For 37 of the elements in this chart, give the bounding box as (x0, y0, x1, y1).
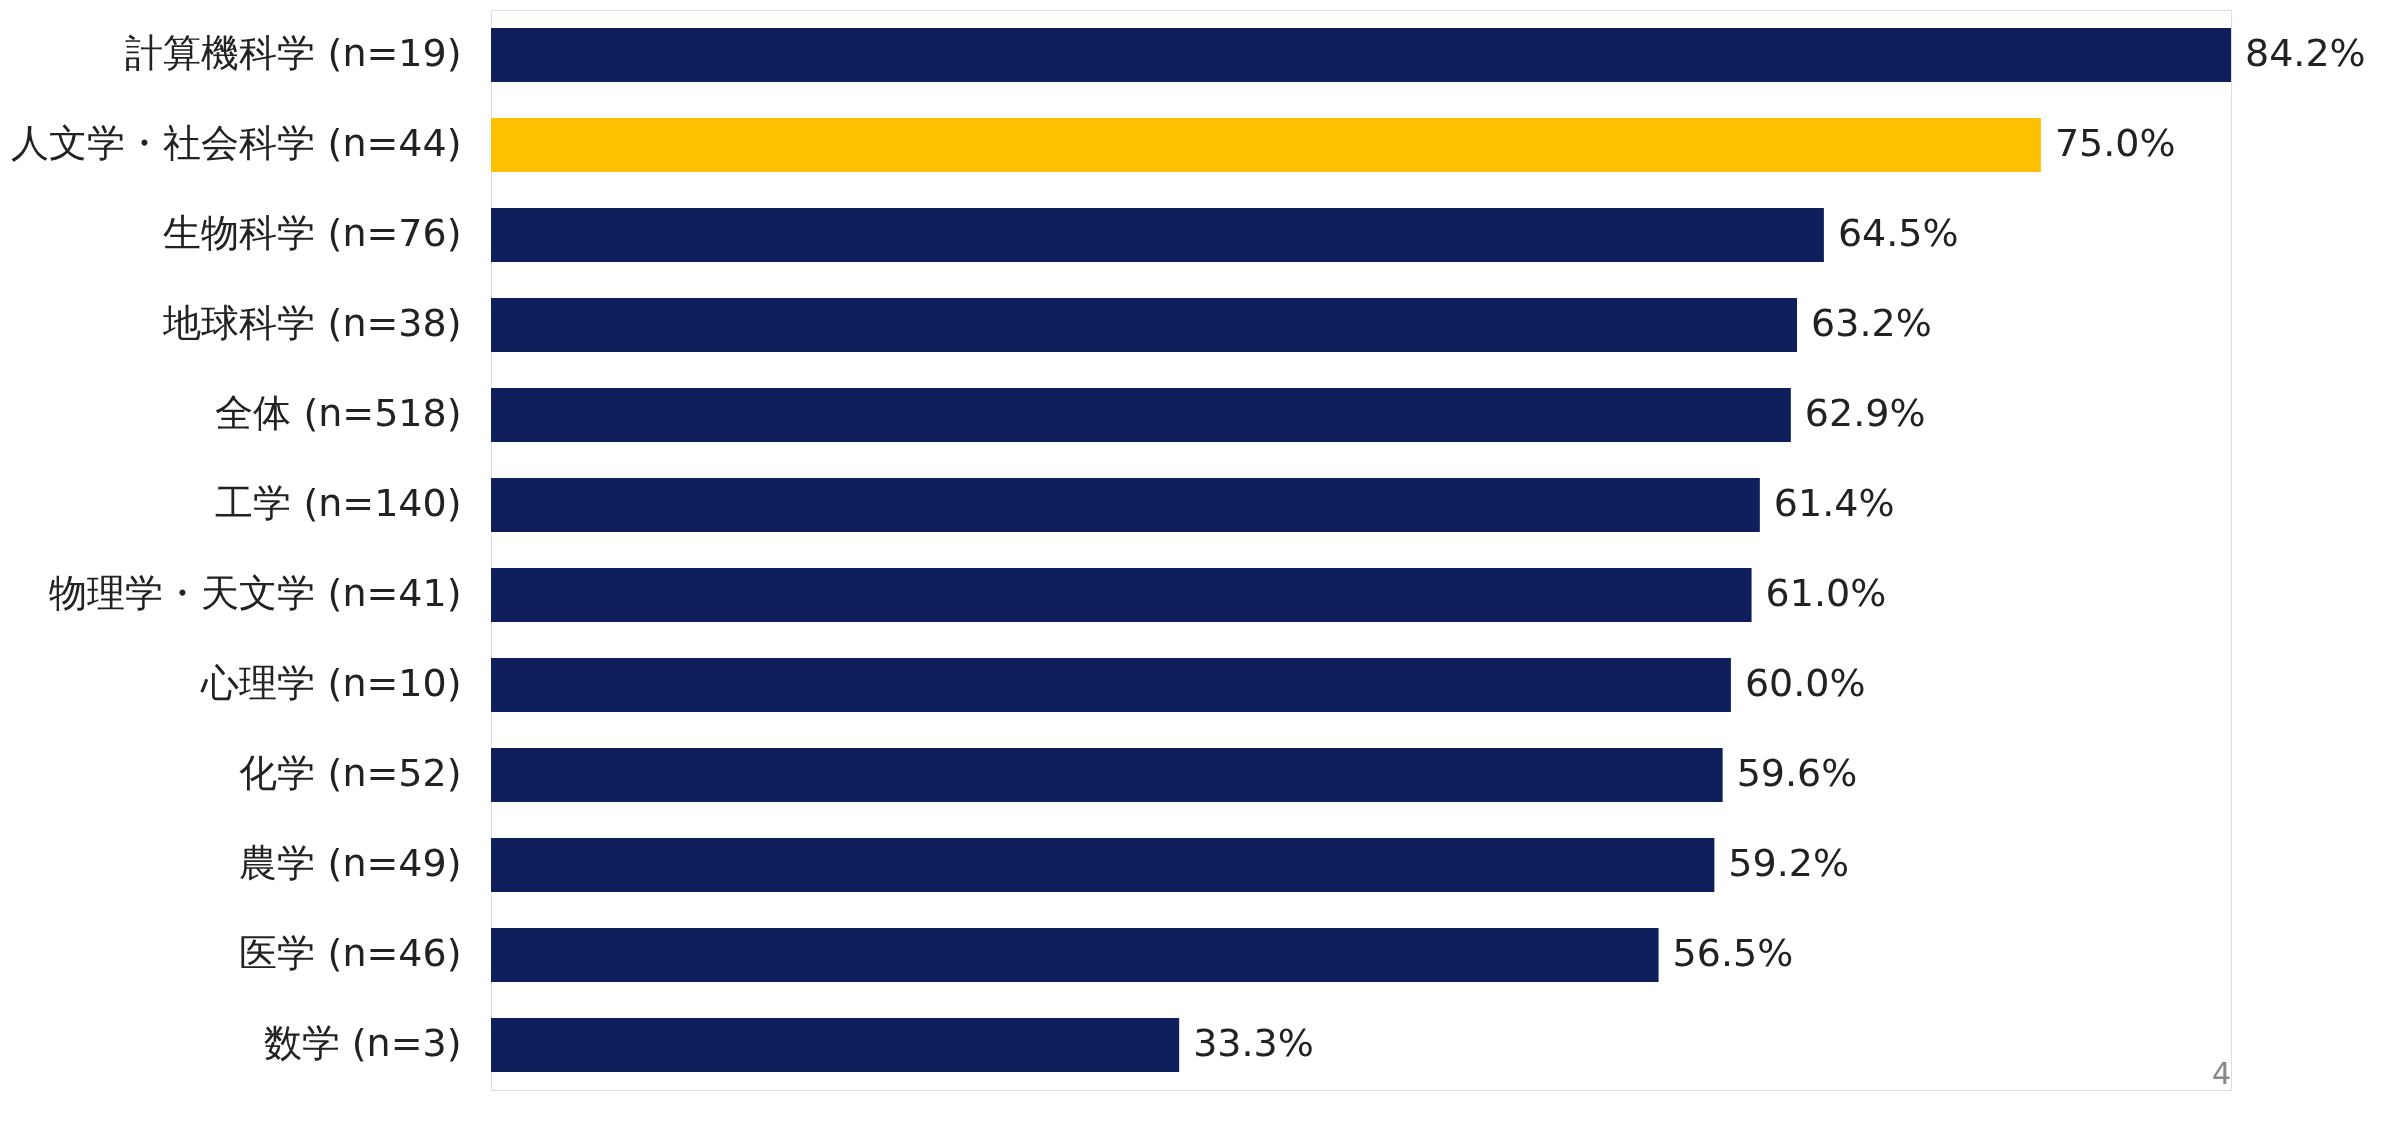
data-label: 61.4% (1773, 481, 1895, 525)
data-label: 33.3% (1193, 1021, 1314, 1065)
y-tick-label: 地球科学 (n=38) (162, 301, 462, 345)
data-label: 75.0% (2054, 121, 2176, 165)
bar (491, 748, 1723, 802)
data-label: 60.0% (1744, 661, 1866, 705)
bar (491, 28, 2231, 82)
data-label: 56.5% (1672, 931, 1794, 975)
y-tick-label: 心理学 (n=10) (200, 661, 462, 705)
bar (491, 658, 1731, 712)
y-tick-label: 全体 (n=518) (215, 391, 462, 435)
bar (491, 568, 1752, 622)
y-tick-label: 計算機科学 (n=19) (125, 31, 462, 75)
y-tick-label: 生物科学 (n=76) (163, 211, 462, 255)
annotation: 4 (2211, 1056, 2231, 1091)
y-tick-label: 工学 (n=140) (215, 481, 462, 525)
data-label: 62.9% (1804, 391, 1926, 435)
bar (491, 298, 1798, 352)
data-label: 84.2% (2245, 31, 2366, 75)
y-tick-label: 数学 (n=3) (263, 1021, 462, 1065)
y-tick-label: 化学 (n=52) (239, 751, 462, 795)
bar (491, 928, 1659, 982)
bar (491, 1018, 1180, 1072)
bar (491, 208, 1824, 262)
bar (491, 118, 2041, 172)
bar (491, 838, 1715, 892)
y-tick-label: 人文学・社会科学 (n=44) (11, 121, 462, 165)
data-label: 59.6% (1736, 751, 1858, 795)
data-label: 59.2% (1728, 841, 1850, 885)
y-tick-label: 医学 (n=46) (239, 931, 462, 975)
data-label: 63.2% (1811, 301, 1932, 345)
bar (491, 478, 1760, 532)
y-tick-label: 農学 (n=49) (239, 841, 462, 885)
y-tick-label: 物理学・天文学 (n=41) (49, 571, 462, 615)
bar (491, 388, 1791, 442)
data-label: 64.5% (1837, 211, 1959, 255)
data-label: 61.0% (1765, 571, 1887, 615)
